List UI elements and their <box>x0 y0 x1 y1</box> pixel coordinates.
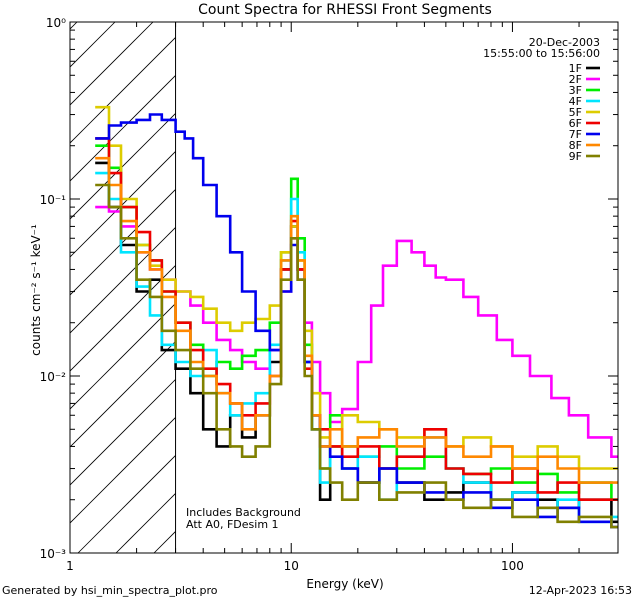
hatch-line <box>0 22 1 553</box>
legend-label-4F: 4F <box>569 95 582 108</box>
hatch-line <box>70 188 176 296</box>
series-9F-line <box>95 183 618 529</box>
hatch-line <box>70 264 176 372</box>
hatch-line <box>70 302 176 410</box>
axis-ticks: 1 10 100 10⁻³ 10⁻² 10⁻¹ 10⁰ <box>40 16 619 573</box>
legend-label-3F: 3F <box>569 84 582 97</box>
chart-title: Count Spectra for RHESSI Front Segments <box>198 2 492 18</box>
hatch-line <box>77 454 176 553</box>
legend-label-6F: 6F <box>569 117 582 130</box>
hatch-line <box>268 22 640 553</box>
legend-label-9F: 9F <box>569 150 582 163</box>
legend-label-1F: 1F <box>569 62 582 75</box>
hatch-line <box>70 226 176 334</box>
y-tick-label: 10⁻² <box>40 370 67 384</box>
hatch-line <box>70 74 176 182</box>
hatch-line <box>70 36 176 144</box>
y-tick-label: 10⁻³ <box>40 547 67 561</box>
hatch-line <box>70 340 176 448</box>
series-5F-line <box>95 105 618 470</box>
x-tick-label: 1 <box>66 559 74 573</box>
x-tick-label: 100 <box>501 559 524 573</box>
y-tick-label: 10⁰ <box>46 16 66 30</box>
hatch-line <box>70 378 176 486</box>
legend-label-2F: 2F <box>569 73 582 86</box>
generator-footer: Generated by hsi_min_spectra_plot.pro <box>2 584 218 597</box>
date-annotation: 20-Dec-2003 <box>529 36 600 49</box>
legend-label-5F: 5F <box>569 106 582 119</box>
time-range-annotation: 15:55:00 to 15:56:00 <box>483 47 600 60</box>
timestamp-footer: 12-Apr-2023 16:53 <box>528 584 632 597</box>
attenuator-note: Att A0, FDesim 1 <box>186 518 279 531</box>
hatch-line <box>70 416 176 524</box>
y-axis-label: counts cm⁻² s⁻¹ keV⁻¹ <box>29 224 43 356</box>
legend-label-8F: 8F <box>569 139 582 152</box>
hatch-line <box>70 22 116 68</box>
x-tick-label: 10 <box>284 559 299 573</box>
y-tick-label: 10⁻¹ <box>40 193 67 207</box>
background-note: Includes Background <box>186 506 301 519</box>
hatch-line <box>70 150 176 258</box>
series-8F-line <box>95 156 618 484</box>
hatch-line <box>70 22 154 106</box>
x-axis-label: Energy (keV) <box>306 577 383 591</box>
plot-frame <box>69 21 619 554</box>
series-layer <box>95 105 618 529</box>
legend-label-7F: 7F <box>569 128 582 141</box>
